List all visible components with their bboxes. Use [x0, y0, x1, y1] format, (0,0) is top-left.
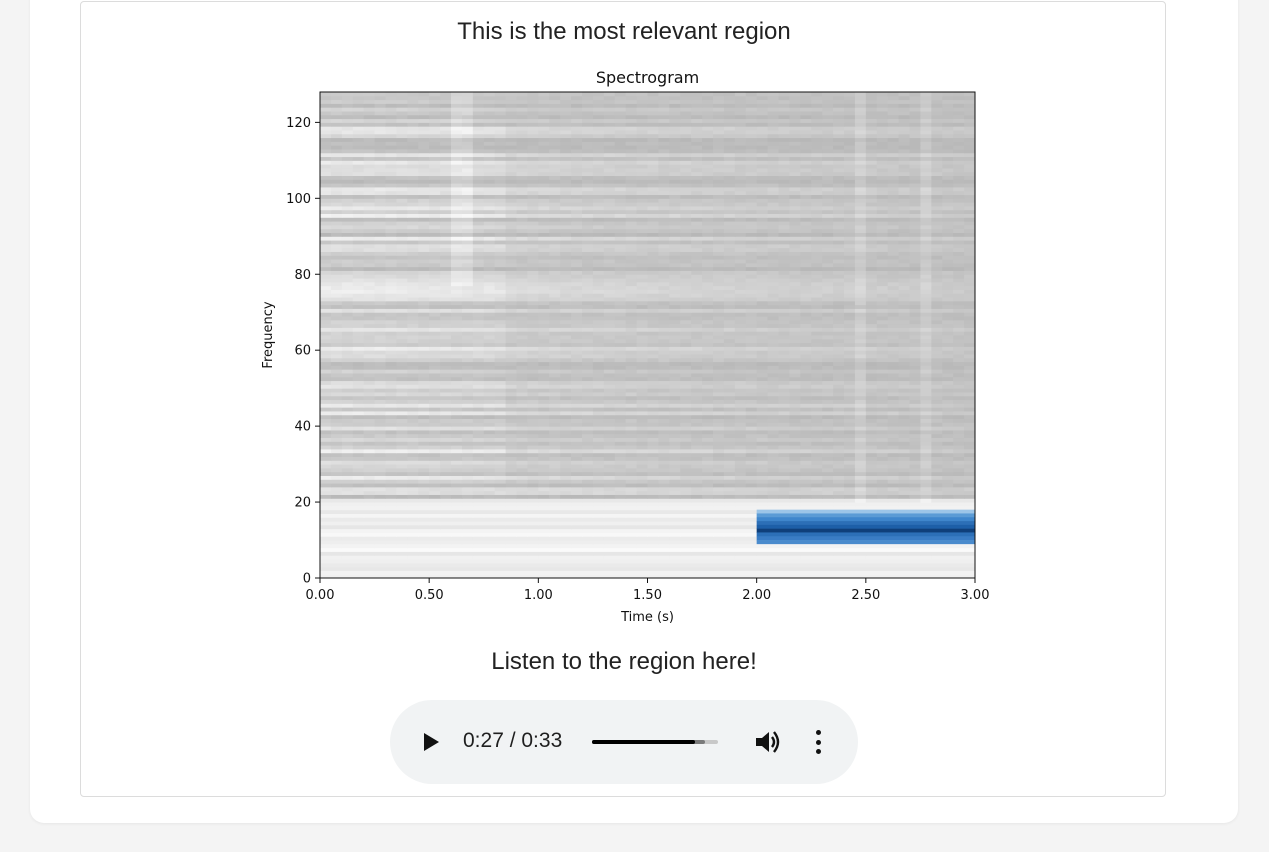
x-tick-label: 1.00	[524, 588, 553, 603]
spectrogram-cells	[320, 92, 976, 579]
spectrogram-chart: Spectrogram 0.00 0.50 1.00 1.50 2.00 2.50 3.00 0…	[256, 60, 996, 637]
more-vert-icon	[815, 730, 821, 735]
highlight-band	[756, 521, 975, 526]
time-display: 0:27 / 0:33	[463, 729, 563, 752]
x-axis-label: Time (s)	[620, 610, 674, 625]
y-tick-label: 120	[286, 116, 311, 131]
y-tick-label: 40	[294, 420, 311, 435]
highlight-band	[756, 524, 975, 529]
more-vert-icon-dot	[815, 749, 821, 754]
x-tick-label: 0.50	[415, 588, 444, 603]
listen-heading: Listen to the region here!	[491, 648, 757, 675]
result-panel: This is the most relevant region Spectro…	[80, 1, 1166, 797]
x-tick-label: 2.50	[851, 588, 880, 603]
y-tick-label: 0	[303, 572, 311, 587]
y-tick-label: 100	[286, 192, 311, 207]
highlight-band	[756, 532, 975, 537]
more-vert-icon-dot	[815, 739, 821, 745]
play-icon	[424, 733, 439, 751]
spectrogram-svg: Spectrogram 0.00 0.50 1.00 1.50 2.00 2.50 3.00 0…	[261, 68, 990, 625]
y-tick-label: 20	[294, 496, 311, 511]
y-tick-label: 60	[294, 344, 311, 359]
y-tick-label: 80	[294, 268, 311, 283]
highlight-band	[756, 540, 975, 545]
x-tick-label: 0.00	[306, 588, 335, 603]
region-heading: This is the most relevant region	[457, 18, 791, 45]
more-options-button[interactable]	[810, 728, 826, 756]
play-button[interactable]	[420, 731, 442, 753]
volume-icon	[756, 731, 780, 753]
audio-player: 0:27 / 0:33	[390, 700, 858, 784]
volume-button[interactable]	[754, 729, 782, 755]
highlight-band	[756, 517, 975, 522]
highlight-band	[756, 513, 975, 518]
highlight-band	[756, 536, 975, 541]
y-axis-label: Frequency	[261, 301, 276, 368]
x-tick-label: 1.50	[633, 588, 662, 603]
seek-bar[interactable]	[592, 740, 718, 744]
x-tick-label: 3.00	[961, 588, 990, 603]
chart-title: Spectrogram	[596, 68, 699, 87]
seek-progress	[592, 740, 696, 744]
highlight-band	[756, 528, 975, 533]
highlight-band	[756, 509, 975, 514]
x-tick-label: 2.00	[742, 588, 771, 603]
